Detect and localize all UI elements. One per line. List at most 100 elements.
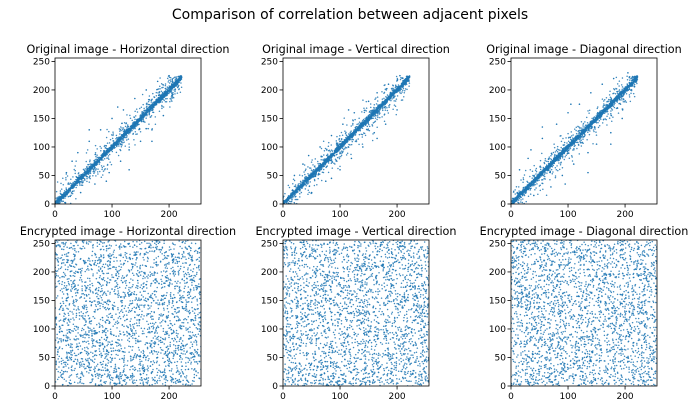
scatter-point	[324, 147, 327, 150]
scatter-point	[361, 143, 364, 145]
scatter-point	[521, 201, 524, 204]
scatter-point	[340, 131, 343, 134]
scatter-point	[342, 148, 345, 151]
scatter-point	[71, 190, 74, 193]
scatter-point	[155, 91, 158, 94]
scatter-point	[75, 175, 77, 178]
scatter-point	[322, 168, 325, 171]
y-tick-label: 0	[44, 200, 50, 210]
scatter-point	[148, 108, 150, 111]
scatter-point	[63, 190, 66, 192]
scatter-point	[396, 79, 399, 82]
scatter-point	[174, 78, 177, 81]
scatter-point	[514, 189, 516, 191]
scatter-point	[160, 90, 163, 92]
scatter-point	[358, 143, 360, 146]
scatter-point	[58, 197, 60, 200]
scatter-point	[340, 145, 342, 147]
scatter-point	[158, 99, 161, 101]
scatter-point	[392, 87, 394, 89]
scatter-point	[394, 100, 397, 102]
scatter-point	[306, 183, 309, 185]
scatter-point	[69, 187, 71, 190]
scatter-point	[307, 172, 309, 175]
scatter-point	[363, 111, 366, 114]
scatter-point	[310, 175, 313, 177]
scatter-point	[87, 163, 89, 166]
scatter-point	[171, 78, 174, 81]
scatter-point	[152, 101, 154, 104]
scatter-point	[393, 100, 395, 102]
scatter-point	[88, 176, 90, 179]
scatter-point	[293, 194, 296, 197]
scatter-point	[607, 113, 609, 115]
scatter-point	[351, 138, 354, 141]
x-tick-label: 200	[388, 210, 405, 220]
scatter-point	[395, 98, 398, 100]
scatter-point	[145, 89, 148, 91]
scatter-point	[81, 184, 84, 186]
scatter-point	[121, 128, 124, 131]
scatter-point	[322, 165, 325, 168]
scatter-point	[305, 182, 308, 184]
scatter-point	[339, 168, 341, 171]
scatter-point	[165, 92, 168, 94]
scatter-point	[395, 113, 397, 116]
scatter-point	[141, 93, 144, 96]
scatter-point	[303, 164, 306, 166]
scatter-point	[148, 95, 151, 97]
point-cloud	[283, 75, 411, 204]
scatter-point	[171, 97, 173, 100]
scatter-point	[322, 163, 324, 166]
scatter-point	[379, 106, 381, 109]
scatter-point	[134, 127, 136, 130]
scatter-point	[149, 109, 151, 112]
scatter-point	[314, 173, 316, 175]
scatter-point	[387, 98, 390, 100]
scatter-point	[93, 167, 96, 170]
scatter-point	[337, 167, 339, 170]
scatter-point	[67, 195, 70, 198]
scatter-point	[176, 79, 179, 82]
scatter-point	[587, 110, 589, 112]
scatter-point	[112, 133, 115, 135]
scatter-point	[99, 129, 102, 131]
scatter-point	[155, 95, 158, 97]
scatter-point	[75, 160, 77, 162]
scatter-point	[337, 145, 340, 147]
scatter-point	[304, 169, 307, 172]
scatter-point	[288, 200, 291, 203]
scatter-point	[162, 106, 165, 108]
scatter-point	[92, 164, 94, 166]
scatter-point	[115, 138, 117, 140]
point-cloud	[55, 75, 183, 204]
scatter-point	[142, 111, 145, 114]
scatter-point	[173, 76, 176, 79]
scatter-point	[369, 103, 372, 105]
scatter-point	[175, 80, 178, 82]
scatter-point	[151, 109, 153, 112]
scatter-point	[524, 169, 527, 172]
scatter-point	[598, 125, 601, 127]
scatter-point	[94, 159, 96, 161]
y-tick-label: 200	[261, 86, 278, 96]
scatter-point	[101, 168, 103, 171]
scatter-point	[166, 77, 169, 80]
scatter-point	[327, 162, 330, 164]
scatter-point	[153, 106, 155, 109]
scatter-point	[110, 163, 113, 166]
scatter-point	[527, 195, 530, 197]
scatter-point	[377, 107, 380, 109]
scatter-point	[396, 89, 398, 92]
scatter-point	[151, 129, 153, 131]
scatter-point	[132, 126, 134, 129]
scatter-point	[117, 143, 120, 145]
scatter-point	[390, 99, 392, 102]
scatter-point	[384, 105, 387, 108]
scatter-point	[99, 170, 101, 173]
scatter-point	[320, 163, 322, 165]
scatter-point	[112, 142, 115, 145]
scatter-point	[616, 101, 619, 103]
scatter-point	[168, 76, 171, 78]
scatter-point	[327, 145, 330, 148]
